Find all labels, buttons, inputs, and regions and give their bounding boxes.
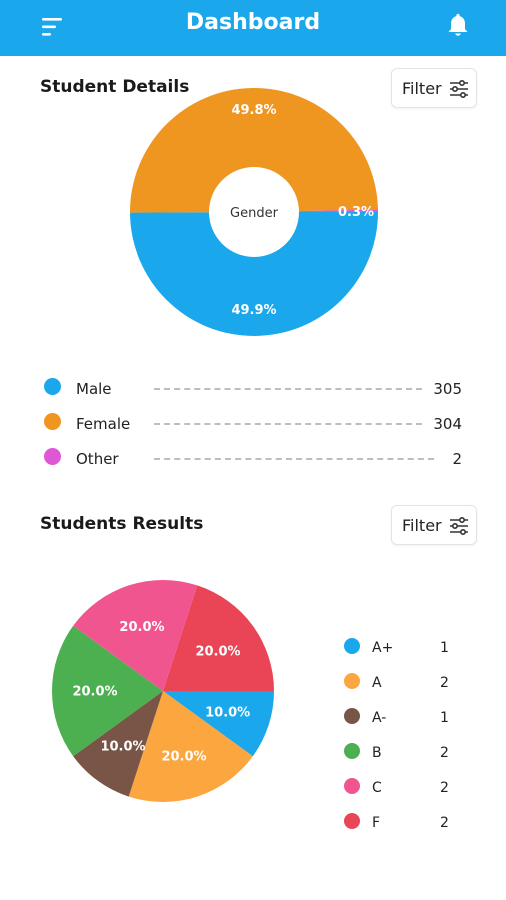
- student-details-title: Student Details: [40, 77, 190, 97]
- legend-label: A: [372, 675, 382, 691]
- donut-center-label: Gender: [230, 206, 279, 221]
- slice-percentage-label: 49.8%: [231, 103, 276, 118]
- legend-dot: [344, 673, 360, 689]
- app-bar: Dashboard: [0, 0, 506, 56]
- students-results-filter-button[interactable]: Filter: [391, 505, 477, 545]
- slice-percentage-label: 0.3%: [338, 205, 374, 220]
- slice-percentage-label: 10.0%: [100, 740, 145, 755]
- slice-percentage-label: 20.0%: [161, 749, 206, 764]
- legend-dot: [344, 638, 360, 654]
- legend-count: 2: [440, 815, 449, 831]
- legend-count: 1: [440, 710, 449, 726]
- legend-label: A+: [372, 640, 394, 656]
- legend-label: Other: [76, 450, 119, 468]
- legend-dotted-line: [154, 388, 422, 390]
- pie-slice-b: [51, 625, 163, 757]
- student-details-filter-button[interactable]: Filter: [391, 68, 477, 108]
- legend-dot: [44, 448, 61, 465]
- pie-slice-a: [128, 691, 253, 802]
- results-pie-chart: 10.0% 20.0% 10.0% 20.0% 20.0% 20.0%: [51, 580, 274, 802]
- legend-count: 2: [440, 675, 449, 691]
- legend-count: 2: [440, 780, 449, 796]
- legend-label: Male: [76, 380, 112, 398]
- legend-dotted-line: [154, 423, 422, 425]
- legend-count: 1: [440, 640, 449, 656]
- slice-percentage-label: 10.0%: [205, 706, 250, 721]
- legend-row-other: Other 2: [44, 442, 474, 477]
- legend-dotted-line: [154, 458, 434, 460]
- legend-count: 305: [433, 380, 462, 398]
- legend-dot: [344, 813, 360, 829]
- donut-slice-female: [130, 88, 378, 213]
- legend-label: C: [372, 780, 382, 796]
- results-legend: A+ 1 A 2 A- 1 B 2 C 2 F 2: [344, 634, 464, 844]
- donut-slice-other: [298, 209, 378, 212]
- legend-label: A-: [372, 710, 387, 726]
- legend-count: 304: [433, 415, 462, 433]
- legend-row-grade: A+ 1: [344, 634, 464, 669]
- legend-row-female: Female 304: [44, 407, 474, 442]
- legend-label: B: [372, 745, 382, 761]
- page-title: Dashboard: [185, 10, 321, 35]
- legend-count: 2: [440, 745, 449, 761]
- legend-label: F: [372, 815, 381, 831]
- slice-percentage-label: 49.9%: [231, 303, 276, 318]
- legend-dot: [344, 743, 360, 759]
- legend-row-grade: A- 1: [344, 704, 464, 739]
- slice-percentage-label: 20.0%: [195, 645, 240, 660]
- legend-dot: [344, 708, 360, 724]
- legend-row-male: Male 305: [44, 372, 474, 407]
- menu-icon[interactable]: [40, 14, 68, 40]
- slice-percentage-label: 20.0%: [119, 620, 164, 635]
- slice-percentage-label: 20.0%: [72, 685, 117, 700]
- students-results-title: Students Results: [40, 514, 204, 534]
- filter-sliders-icon: [450, 79, 468, 99]
- pie-slice-a-: [163, 691, 274, 757]
- legend-dot: [344, 778, 360, 794]
- filter-sliders-icon: [450, 516, 468, 536]
- legend-count: 2: [452, 450, 462, 468]
- notification-bell-icon[interactable]: [444, 12, 472, 40]
- legend-dot: [44, 413, 61, 430]
- filter-button-label: Filter: [402, 516, 442, 535]
- pie-slice-c: [73, 580, 198, 691]
- gender-donut-chart: 49.9% 49.8% 0.3% Gender: [130, 88, 378, 336]
- filter-button-label: Filter: [402, 79, 442, 98]
- gender-legend: Male 305 Female 304 Other 2: [44, 372, 474, 477]
- donut-slice-male: [130, 212, 378, 336]
- pie-slice-a-: [73, 691, 163, 797]
- pie-slice-f: [163, 585, 274, 691]
- legend-label: Female: [76, 415, 131, 433]
- legend-dot: [44, 378, 61, 395]
